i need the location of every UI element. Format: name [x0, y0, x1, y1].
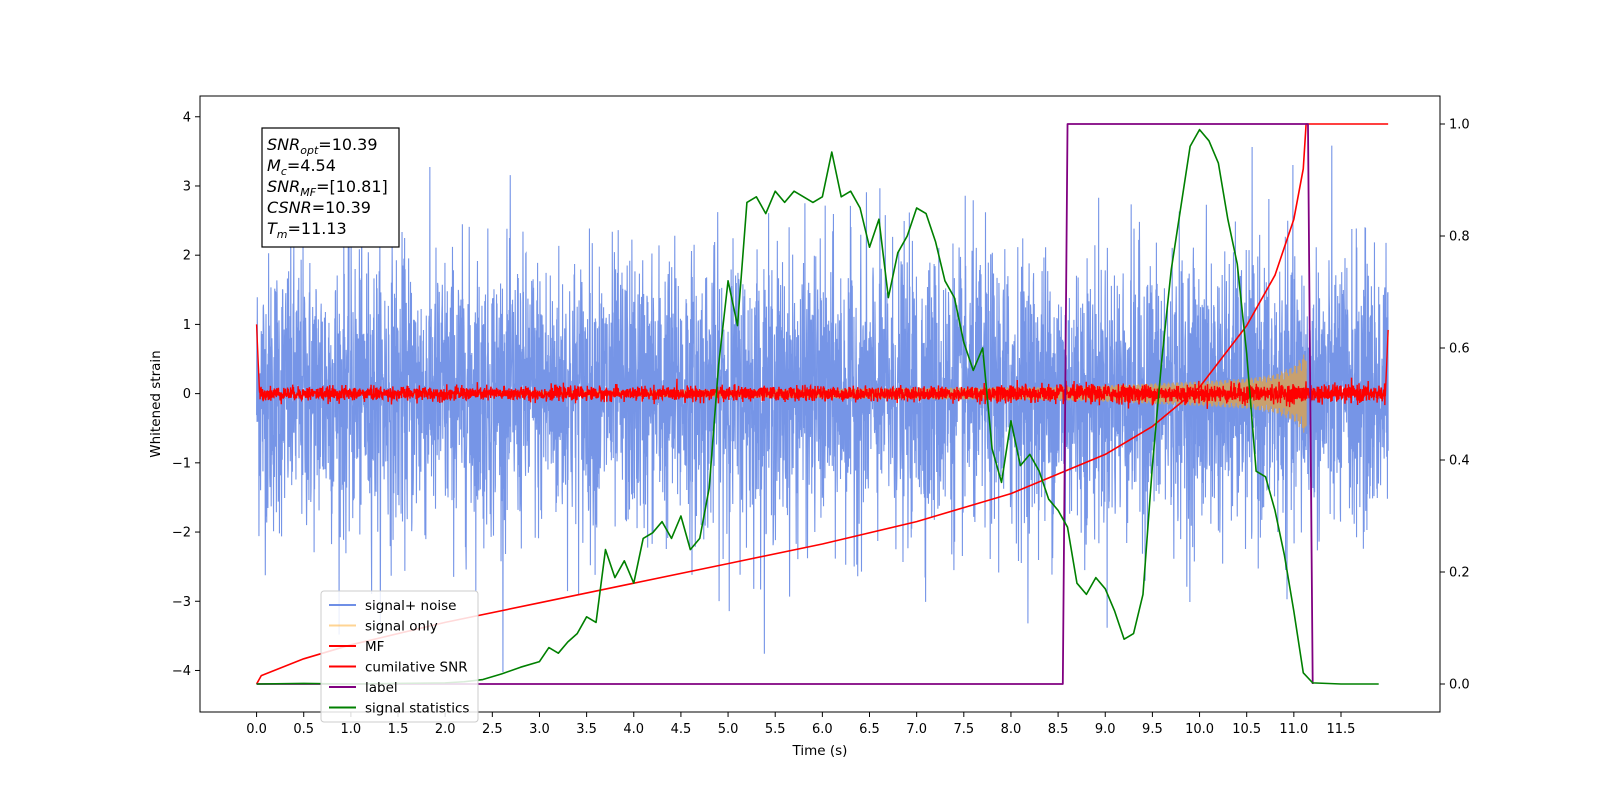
x-tick-label: 6.5: [859, 722, 880, 737]
y-left-tick-label: −1: [172, 456, 191, 471]
legend-label: signal+ noise: [365, 598, 456, 614]
y-left-tick-label: 1: [183, 318, 191, 333]
x-tick-label: 1.0: [341, 722, 362, 737]
x-tick-label: 2.0: [435, 722, 456, 737]
x-tick-label: 8.0: [1001, 722, 1022, 737]
y-left-tick-label: −4: [172, 664, 191, 679]
y-right-tick-label: 0.6: [1449, 342, 1470, 357]
x-tick-label: 10.0: [1185, 722, 1214, 737]
legend-label: MF: [365, 639, 384, 655]
x-tick-label: 3.0: [529, 722, 550, 737]
y-right-tick-label: 0.4: [1449, 454, 1470, 469]
x-tick-label: 7.0: [906, 722, 927, 737]
annotation-frame: [261, 127, 400, 248]
y-left-tick-label: 4: [183, 110, 191, 125]
y-left-tick-label: 2: [183, 249, 191, 264]
x-tick-label: 6.0: [812, 722, 833, 737]
annotation-line: SNRopt=10.39: [267, 135, 378, 157]
annotation-line: SNRMF=[10.81]: [267, 177, 388, 199]
x-tick-label: 5.5: [765, 722, 786, 737]
legend-label: cumilative SNR: [365, 660, 468, 676]
annotation-line: CSNR=10.39: [267, 198, 371, 217]
x-tick-label: 0.0: [246, 722, 267, 737]
y-left-tick-label: 3: [183, 179, 191, 194]
annotation-line: Mc=4.54: [267, 156, 336, 178]
x-tick-label: 5.0: [718, 722, 739, 737]
x-tick-label: 4.5: [671, 722, 692, 737]
legend-frame: [320, 590, 479, 723]
y-left-tick-label: −2: [172, 526, 191, 541]
x-tick-label: 0.5: [293, 722, 314, 737]
x-axis-label: Time (s): [792, 743, 848, 759]
y-left-tick-label: −3: [172, 595, 191, 610]
series-mf: [255, 324, 1389, 409]
y-left-tick-label: 0: [183, 387, 191, 402]
series-signal-noise: [256, 145, 1389, 672]
x-tick-label: 11.5: [1327, 722, 1356, 737]
legend-label: signal only: [365, 619, 438, 635]
y-right-tick-label: 0.8: [1449, 230, 1470, 245]
y-right-tick-label: 0.0: [1449, 678, 1470, 693]
series-signal-statistics: [256, 128, 1379, 685]
x-tick-label: 4.0: [623, 722, 644, 737]
x-tick-label: 11.0: [1279, 722, 1308, 737]
x-tick-label: 1.5: [388, 722, 409, 737]
x-tick-label: 9.0: [1095, 722, 1116, 737]
annotation-box: SNRopt=10.39Mc=4.54SNRMF=[10.81]CSNR=10.…: [261, 127, 400, 248]
x-tick-label: 10.5: [1232, 722, 1261, 737]
y-right-tick-label: 1.0: [1449, 118, 1470, 133]
annotation-line: Tm=11.13: [267, 219, 347, 241]
x-tick-label: 9.5: [1142, 722, 1163, 737]
plot-frame: [199, 95, 1441, 713]
x-tick-label: 8.5: [1048, 722, 1069, 737]
legend-label: label: [365, 680, 398, 696]
x-tick-label: 7.5: [953, 722, 974, 737]
series-label: [256, 123, 1314, 685]
x-tick-label: 3.5: [576, 722, 597, 737]
y-axis-label: Whitened strain: [148, 350, 164, 457]
x-tick-label: 2.5: [482, 722, 503, 737]
y-right-tick-label: 0.2: [1449, 566, 1470, 581]
legend-label: signal statistics: [365, 701, 469, 717]
legend: signal+ noise signal only MF cumilative SNR…: [320, 590, 479, 723]
